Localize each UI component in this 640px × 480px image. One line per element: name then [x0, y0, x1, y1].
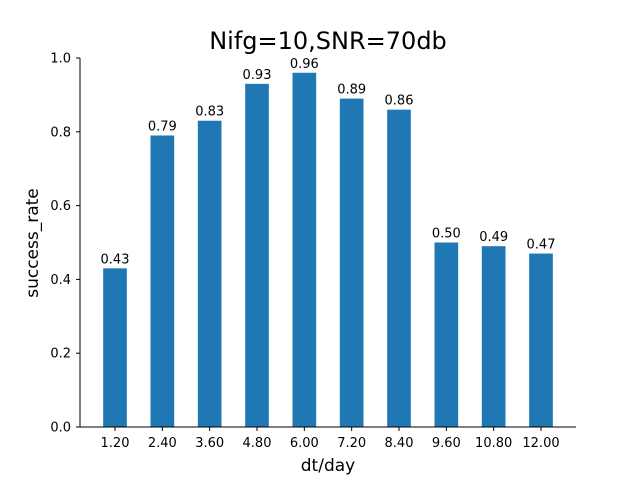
bar-12.00 [529, 253, 553, 427]
y-axis-label: success_rate [23, 188, 43, 298]
bar-3.60 [197, 120, 222, 427]
bar-1.20 [103, 268, 127, 427]
axes-group: 1.20 2.40 3.60 4.80 6.00 7.20 8.40 9.60 10.80 12.… [50, 52, 576, 451]
bar-9.60 [434, 242, 459, 427]
chart-title: Nifg=10,SNR=70db [209, 27, 447, 55]
data-label-12.00: 0.47 [527, 238, 556, 253]
y-tick-label-0.0: 0.0 [50, 421, 71, 436]
bar-4.80 [245, 83, 269, 427]
x-tick-label-1.20: 1.20 [101, 436, 130, 451]
bar-10.80 [481, 246, 506, 427]
y-tick-label-0.6: 0.6 [50, 199, 71, 214]
bar-8.40 [387, 109, 411, 427]
data-label-1.20: 0.43 [101, 252, 130, 267]
y-tick-label-0.4: 0.4 [50, 273, 71, 288]
x-tick-label-8.40: 8.40 [385, 436, 414, 451]
bar-6.00 [292, 72, 317, 427]
data-label-7.20: 0.89 [337, 83, 366, 98]
x-tick-label-4.80: 4.80 [243, 436, 272, 451]
x-tick-label-9.60: 9.60 [432, 436, 461, 451]
x-tick-label-6.00: 6.00 [290, 436, 319, 451]
data-label-9.60: 0.50 [432, 227, 461, 242]
x-tick-label-2.40: 2.40 [148, 436, 177, 451]
y-tick-label-1.0: 1.0 [50, 52, 71, 67]
x-tick-label-10.80: 10.80 [475, 436, 512, 451]
data-label-4.80: 0.93 [243, 68, 272, 83]
x-tick-label-7.20: 7.20 [337, 436, 366, 451]
x-tick-label-12.00: 12.00 [522, 436, 559, 451]
bar-7.20 [339, 98, 364, 427]
y-tick-label-0.8: 0.8 [50, 125, 71, 140]
data-label-6.00: 0.96 [290, 57, 319, 72]
x-tick-label-3.60: 3.60 [195, 436, 224, 451]
bar-2.40 [150, 135, 175, 428]
y-tick-label-0.2: 0.2 [50, 347, 71, 362]
data-label-8.40: 0.86 [385, 94, 414, 109]
data-label-10.80: 0.49 [479, 230, 508, 245]
data-labels-group: 0.43 0.79 0.83 0.93 0.96 0.89 0.86 0.50 0.49 0.47 [101, 57, 556, 268]
x-axis-label: dt/day [301, 456, 355, 476]
data-label-3.60: 0.83 [195, 105, 224, 120]
data-label-2.40: 0.79 [148, 119, 177, 134]
bars-group [103, 72, 553, 428]
